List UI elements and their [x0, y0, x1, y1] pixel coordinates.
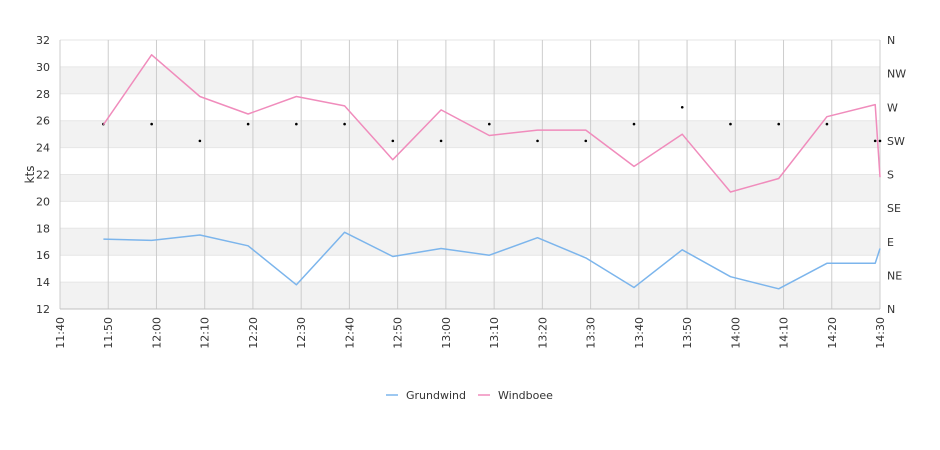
x-tick-label: 12:50 — [392, 317, 405, 349]
direction-point — [391, 139, 395, 143]
direction-point — [878, 139, 882, 143]
direction-point — [295, 122, 298, 126]
y-tick-label: 14 — [36, 276, 50, 289]
direction-tick-label: N — [887, 34, 895, 47]
direction-point — [729, 122, 732, 126]
x-tick-label: 13:00 — [440, 317, 453, 349]
x-tick-label: 14:00 — [729, 317, 742, 349]
legend-label-windboee: Windboee — [498, 389, 553, 402]
y-tick-label: 26 — [36, 115, 50, 128]
x-tick-label: 13:10 — [488, 317, 501, 349]
y-tick-label: 24 — [36, 142, 50, 155]
direction-tick-label: SE — [887, 202, 901, 215]
direction-point — [487, 122, 491, 126]
x-tick-label: 11:50 — [102, 317, 115, 349]
direction-point — [680, 105, 684, 109]
direction-tick-label: S — [887, 169, 894, 182]
plot-band — [60, 66, 880, 94]
direction-point — [536, 139, 539, 143]
x-tick-label: 12:00 — [150, 317, 163, 349]
direction-point — [246, 122, 250, 126]
x-tick-label: 13:50 — [681, 317, 694, 349]
direction-point — [777, 122, 781, 126]
x-tick-label: 12:30 — [295, 317, 308, 349]
direction-point — [150, 122, 153, 126]
y-tick-label: 32 — [36, 34, 50, 47]
x-tick-label: 12:20 — [247, 317, 260, 349]
direction-tick-label: W — [887, 101, 898, 114]
direction-tick-label: E — [887, 236, 894, 249]
x-tick-label: 13:30 — [585, 317, 598, 349]
direction-point — [873, 139, 877, 143]
y-axis-title: kts — [23, 166, 37, 184]
direction-tick-label: NW — [887, 68, 906, 81]
direction-point — [439, 139, 443, 143]
direction-tick-label: NE — [887, 269, 902, 282]
direction-point — [584, 139, 588, 143]
x-tick-label: 12:40 — [343, 317, 356, 349]
x-tick-label: 11:40 — [54, 317, 67, 349]
direction-tick-label: N — [887, 303, 895, 316]
plot-band — [60, 174, 880, 202]
x-tick-label: 13:40 — [633, 317, 646, 349]
x-tick-label: 14:20 — [826, 317, 839, 349]
x-tick-label: 13:20 — [536, 317, 549, 349]
x-tick-label: 14:30 — [874, 317, 887, 349]
y-tick-label: 30 — [36, 61, 50, 74]
direction-tick-label: SW — [887, 135, 905, 148]
x-tick-label: 12:10 — [199, 317, 212, 349]
y-tick-label: 20 — [36, 195, 50, 208]
plot-band — [60, 282, 880, 309]
series-line-grundwind — [103, 231, 881, 290]
direction-point — [343, 122, 346, 126]
plot-band — [60, 228, 880, 256]
x-tick-label: 14:10 — [778, 317, 791, 349]
direction-point — [825, 122, 829, 126]
y-tick-label: 12 — [36, 303, 50, 316]
series-line-windboee — [102, 54, 881, 193]
direction-point — [198, 139, 202, 143]
legend-label-grundwind: Grundwind — [406, 389, 466, 402]
y-tick-label: 22 — [36, 169, 50, 182]
y-tick-label: 28 — [36, 88, 50, 101]
y-tick-label: 18 — [36, 222, 50, 235]
y-tick-label: 16 — [36, 249, 50, 262]
direction-point — [632, 122, 636, 126]
